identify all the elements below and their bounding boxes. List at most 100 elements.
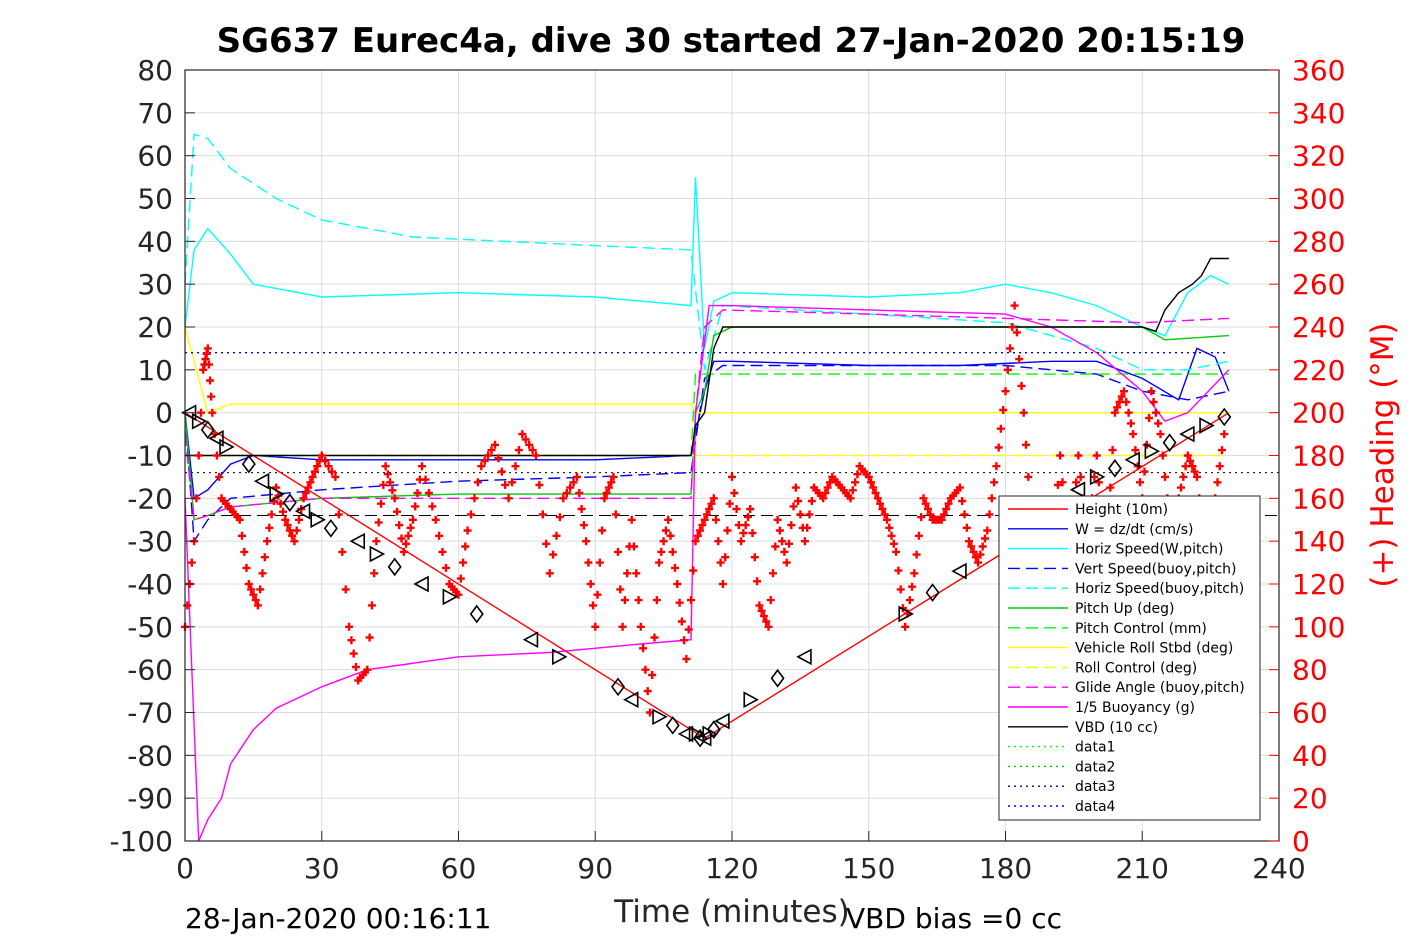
heading-point <box>1151 408 1160 417</box>
footer-vbd-bias: VBD bias =0 cc <box>846 902 1062 935</box>
heading-point <box>251 596 260 605</box>
depth-marker <box>442 588 459 606</box>
heading-point <box>1053 480 1062 489</box>
y-right-tick-label: 300 <box>1292 183 1345 216</box>
y-right-tick-label: 180 <box>1292 440 1345 473</box>
heading-point <box>693 531 702 540</box>
y-right-tick-label: 40 <box>1292 739 1328 772</box>
heading-point <box>1140 467 1149 476</box>
heading-point <box>267 510 276 519</box>
heading-point <box>609 472 618 481</box>
heading-point <box>1010 301 1019 310</box>
heading-point <box>869 483 878 492</box>
heading-point <box>780 547 789 556</box>
heading-point <box>1218 446 1226 455</box>
heading-point <box>525 440 534 449</box>
heading-point <box>650 633 659 642</box>
heading-point <box>787 521 796 530</box>
heading-point <box>1017 381 1026 390</box>
heading-point <box>992 462 1001 471</box>
heading-point <box>395 521 404 530</box>
heading-point <box>555 513 564 522</box>
heading-point <box>755 601 764 610</box>
heading-point <box>965 537 973 546</box>
heading-point <box>803 523 812 532</box>
series-line-3 <box>184 364 1230 544</box>
heading-point <box>304 483 313 492</box>
heading-point <box>598 526 607 535</box>
heading-point <box>600 494 609 503</box>
y-axis-right-ticks: 3603403203002802602402202001801601401201… <box>1269 54 1345 858</box>
heading-point <box>769 569 777 578</box>
heading-point <box>677 617 686 626</box>
heading-point <box>238 531 246 540</box>
series-line-7 <box>184 326 1229 414</box>
y-right-tick-label: 340 <box>1292 97 1345 130</box>
heading-point <box>317 451 326 460</box>
heading-point <box>775 526 784 535</box>
heading-point <box>477 462 486 471</box>
heading-point <box>668 547 677 556</box>
depth-marker <box>796 648 812 666</box>
depth-marker <box>1217 407 1232 427</box>
heading-point <box>1158 451 1167 460</box>
heading-point <box>381 462 390 471</box>
heading-point <box>589 601 597 610</box>
heading-point <box>535 480 544 489</box>
heading-point <box>721 553 730 562</box>
heading-point <box>1056 451 1065 460</box>
heading-point <box>1145 414 1154 422</box>
depth-marker <box>1199 417 1215 434</box>
heading-point <box>372 537 381 546</box>
y-right-tick-label: 20 <box>1292 782 1328 815</box>
heading-point <box>1188 462 1197 471</box>
depth-marker <box>522 631 539 649</box>
heading-point <box>1012 328 1021 337</box>
heading-point <box>782 558 791 567</box>
heading-point <box>456 574 465 583</box>
y-right-tick-label: 120 <box>1292 568 1345 601</box>
heading-point <box>508 478 517 487</box>
heading-point <box>944 499 953 508</box>
heading-point <box>559 494 568 503</box>
depth-marker <box>269 485 285 503</box>
heading-point <box>876 499 885 508</box>
heading-point <box>971 553 980 562</box>
series-layer <box>184 133 1230 842</box>
heading-point <box>981 534 989 543</box>
heading-point <box>1120 387 1128 396</box>
y-right-tick-label: 160 <box>1292 482 1345 515</box>
heading-point <box>664 515 673 524</box>
legend-label-11: VBD (10 cc) <box>1075 720 1158 736</box>
y-tick-label: 30 <box>137 268 173 301</box>
heading-point <box>514 446 523 455</box>
heading-point <box>940 510 948 519</box>
heading-point <box>194 451 203 460</box>
heading-point <box>435 531 444 540</box>
heading-point <box>497 467 506 476</box>
legend-label-5: Pitch Up (deg) <box>1075 601 1174 617</box>
series-line-9 <box>184 309 1229 521</box>
heading-point <box>203 344 212 353</box>
heading-point <box>1072 478 1081 487</box>
heading-point <box>442 563 450 572</box>
depth-marker <box>702 725 718 743</box>
heading-point <box>511 462 520 471</box>
heading-point <box>1154 419 1163 428</box>
heading-point <box>921 499 930 508</box>
heading-point <box>347 636 356 645</box>
heading-point <box>1179 472 1188 481</box>
heading-point <box>604 483 613 492</box>
heading-point <box>461 542 470 551</box>
heading-point <box>338 547 347 556</box>
heading-point <box>789 502 798 511</box>
heading-point <box>901 622 910 631</box>
heading-point <box>1149 398 1158 406</box>
heading-point <box>494 454 503 463</box>
heading-point <box>393 507 401 516</box>
y-right-tick-label: 260 <box>1292 268 1345 301</box>
heading-point <box>1117 392 1126 401</box>
legend-label-8: Roll Control (deg) <box>1075 660 1197 676</box>
heading-point <box>467 510 475 519</box>
heading-point <box>579 521 588 530</box>
